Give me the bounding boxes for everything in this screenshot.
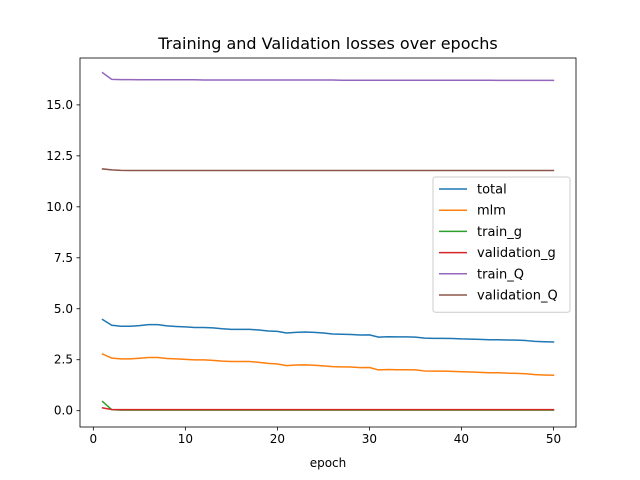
y-tick-label: 15.0: [46, 98, 73, 112]
plot-area: 0 10 20 30 40 50 0.0 2.5 5.0 7.5 10.0 12.5 15.0: [46, 57, 577, 446]
y-tick-label: 12.5: [46, 149, 73, 163]
axes-frame: [79, 57, 577, 428]
series-line-total: [101, 318, 555, 343]
x-axis-label: epoch: [310, 456, 347, 470]
x-tick-label: 40: [454, 432, 469, 446]
legend-label-validation_g: validation_g: [477, 246, 556, 261]
x-tick-label: 20: [270, 432, 285, 446]
legend-box: [432, 176, 571, 313]
y-tick-label: 7.5: [54, 251, 73, 265]
legend-label-mlm: mlm: [477, 204, 506, 219]
legend-label-train_Q: train_Q: [477, 267, 524, 282]
series-line-validation_Q: [101, 168, 555, 172]
series-line-validation_g: [101, 406, 555, 411]
y-tick-label: 5.0: [54, 302, 73, 316]
series-line-train_Q: [101, 71, 555, 82]
y-tick-label: 2.5: [54, 353, 73, 367]
legend-label-total: total: [477, 183, 507, 198]
legend-label-train_g: train_g: [477, 225, 522, 240]
series-line-mlm: [101, 353, 555, 376]
chart-title: Training and Validation losses over epoc…: [157, 34, 498, 53]
x-tick-label: 50: [546, 432, 561, 446]
x-tick-label: 10: [178, 432, 193, 446]
y-tick-label: 0.0: [54, 404, 73, 418]
legend: total mlm train_g validation_g train_Qvalida…: [432, 176, 571, 313]
y-tick-label: 10.0: [46, 200, 73, 214]
legend-label-validation_Q: validation_Q: [477, 289, 558, 304]
x-tick-label: 30: [362, 432, 377, 446]
x-tick-label: 0: [90, 432, 98, 446]
